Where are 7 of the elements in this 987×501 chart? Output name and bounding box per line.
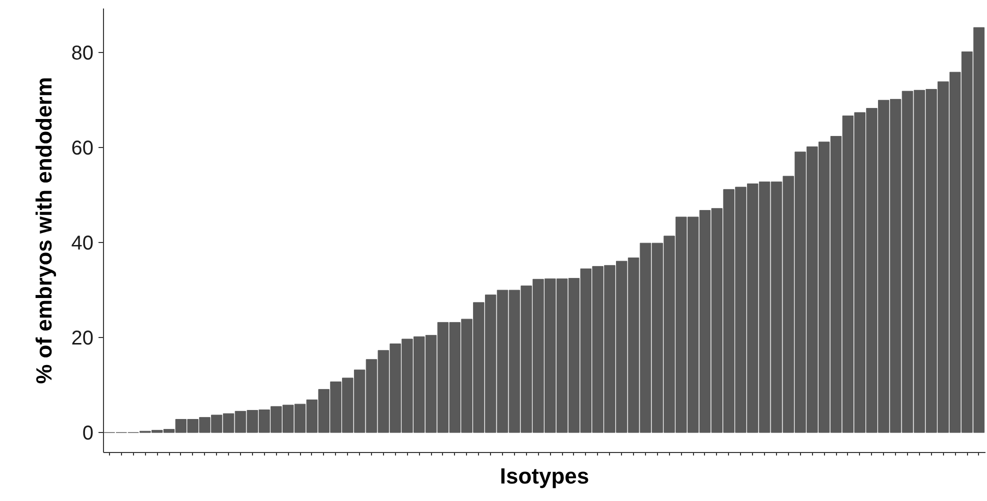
y-tick-label: 80 [71, 42, 94, 65]
y-tick-label: 0 [82, 422, 94, 445]
y-axis-title: % of embryos with endoderm [31, 77, 56, 384]
y-tick-label: 40 [71, 232, 94, 255]
y-tick-label: 60 [71, 138, 94, 160]
x-axis-title: Isotypes [500, 464, 590, 488]
y-tick-label: 20 [71, 328, 94, 350]
